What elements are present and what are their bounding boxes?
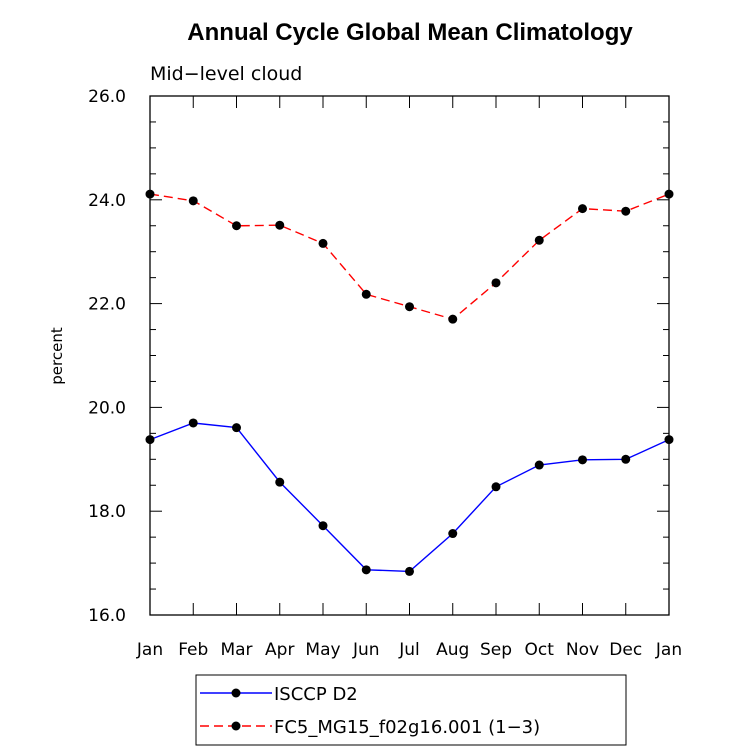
data-point [664, 435, 674, 445]
y-tick-label: 26.0 [88, 87, 126, 107]
y-tick-label: 20.0 [88, 398, 126, 418]
x-tick-label: Feb [178, 640, 208, 660]
y-tick-label: 18.0 [88, 502, 126, 522]
data-point [621, 206, 631, 216]
data-point [578, 204, 587, 214]
data-point [145, 189, 155, 199]
axis-ticks [149, 95, 670, 616]
x-tick-label: Nov [566, 640, 599, 660]
chart-title: Annual Cycle Global Mean Climatology [187, 19, 633, 46]
y-tick-label: 16.0 [88, 606, 126, 626]
legend-box [195, 674, 627, 746]
x-tick-label: Sep [480, 640, 512, 660]
data-point [318, 521, 328, 531]
data-point [664, 189, 674, 199]
data-point [405, 302, 414, 312]
data-point [361, 289, 371, 299]
data-point [275, 220, 285, 230]
data-point [188, 196, 198, 206]
data-point [534, 235, 544, 245]
x-tick-label: Oct [525, 640, 555, 660]
x-tick-label: May [305, 640, 340, 660]
legend-marker [231, 688, 241, 698]
x-tick-label: Aug [436, 640, 469, 660]
x-tick-label: Jan [655, 640, 682, 660]
series-line [149, 193, 670, 320]
data-point [448, 314, 458, 324]
y-tick-label: 22.0 [88, 295, 126, 315]
x-tick-label: Mar [220, 640, 252, 660]
data-point [405, 566, 414, 576]
series-layer [145, 189, 674, 576]
data-point [275, 477, 285, 487]
chart-subtitle: Mid−level cloud [150, 63, 302, 85]
series-line [149, 422, 670, 573]
x-tick-label: Apr [265, 640, 294, 660]
data-point [188, 418, 198, 428]
plot-frame [149, 95, 670, 616]
legend-label: FC5_MG15_f02g16.001 (1−3) [274, 717, 540, 738]
data-point [534, 460, 544, 470]
data-point [232, 221, 241, 231]
legend-label: ISCCP D2 [274, 684, 358, 705]
data-point [361, 565, 371, 575]
data-point [491, 482, 501, 492]
data-point [232, 423, 241, 433]
y-axis-label: percent [48, 327, 66, 385]
x-tick-label: Dec [609, 640, 642, 660]
data-point [578, 455, 587, 465]
legend-marker [231, 721, 241, 731]
legend: ISCCP D2 FC5_MG15_f02g16.001 (1−3) [200, 684, 540, 738]
x-tick-labels: Jan Feb Mar Apr May Jun Jul Aug Sep Oct Nov Dec Jan [136, 640, 682, 660]
data-point [318, 238, 328, 248]
data-point [448, 529, 458, 539]
x-tick-label: Jan [136, 640, 163, 660]
data-point [621, 454, 631, 464]
data-point [491, 278, 501, 288]
y-tick-labels: 16.0 18.0 20.0 22.0 24.0 26.0 [88, 87, 126, 626]
y-tick-label: 24.0 [88, 191, 126, 211]
data-point [145, 435, 155, 445]
x-tick-label: Jun [352, 640, 380, 660]
x-tick-label: Jul [398, 640, 420, 660]
